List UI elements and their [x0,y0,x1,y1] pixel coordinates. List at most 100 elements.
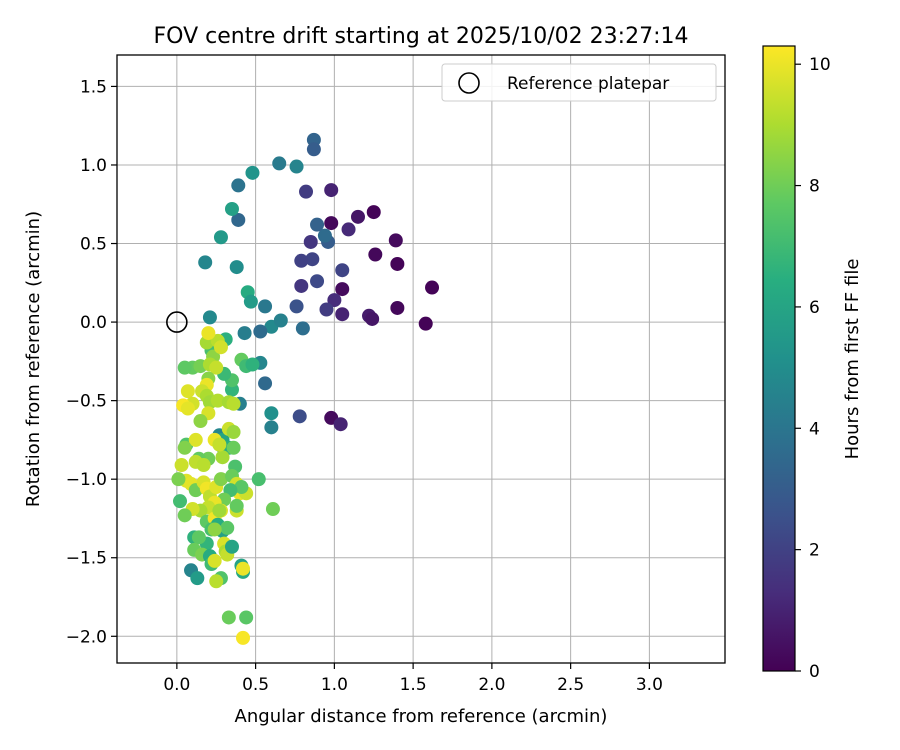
scatter-point [231,212,246,227]
scatter-point [243,294,258,309]
scatter-point [317,228,332,243]
scatter-point [220,520,235,535]
scatter-point [294,278,309,293]
colorbar-tick-label: 10 [809,55,831,75]
scatter-point [335,307,350,322]
scatter-point [258,376,273,391]
colorbar-tick-label: 0 [809,662,820,682]
scatter-point [213,230,228,245]
scatter-point [289,159,304,174]
scatter-point [239,610,254,625]
scatter-point [231,178,246,193]
scatter-points [171,132,440,645]
scatter-point [190,571,205,586]
x-tick-label: 3.0 [636,675,663,695]
x-tick-label: 0.0 [163,675,190,695]
y-axis-ticks: 1.5 1.0 0.5 0.0 −0.5 −1.0 −1.5 −2.0 [66,77,117,647]
scatter-point [229,260,244,275]
scatter-point [365,311,380,326]
x-tick-label: 1.5 [400,675,427,695]
colorbar-tick-label: 8 [809,177,820,197]
scatter-point [226,440,241,455]
scatter-point [196,458,211,473]
scatter-point [226,425,241,440]
scatter-point [207,522,222,537]
scatter-point [213,340,228,355]
scatter-point [171,472,186,487]
scatter-point [201,326,216,341]
scatter-point [215,450,230,465]
y-axis-label: Rotation from reference (arcmin) [23,211,44,507]
y-tick-label: −1.0 [66,470,107,490]
scatter-point [180,401,195,416]
scatter-point [236,630,251,645]
scatter-point [295,321,310,336]
scatter-point [335,263,350,278]
x-tick-label: 0.5 [242,675,269,695]
scatter-point [210,393,225,408]
y-tick-label: −2.0 [66,627,107,647]
y-tick-label: −0.5 [66,392,107,412]
colorbar-label: Hours from first FF file [842,259,863,460]
y-tick-label: 1.5 [80,77,107,97]
legend: Reference platepar [441,63,717,102]
scatter-point [303,234,318,249]
scatter-point [177,360,192,375]
scatter-point [253,324,268,339]
x-tick-label: 2.5 [557,675,584,695]
scatter-point [273,313,288,328]
scatter-point [234,480,249,495]
plot-frame [116,54,726,664]
colorbar-ticks: 0 2 4 6 8 10 [795,55,831,682]
scatter-point [191,530,206,545]
scatter-point [294,253,309,268]
scatter-point [224,201,239,216]
scatter-point [236,561,251,576]
scatter-point [299,184,314,199]
scatter-point [245,357,260,372]
scatter-point [237,326,252,341]
scatter-point [213,472,228,487]
colorbar-tick-label: 6 [809,298,820,318]
legend-box [441,63,717,102]
y-tick-label: 1.0 [80,156,107,176]
scatter-point [251,472,266,487]
scatter-point [333,417,348,432]
scatter-point [341,222,356,237]
y-tick-label: −1.5 [66,549,107,569]
scatter-point [335,282,350,297]
scatter-point [221,610,236,625]
scatter-point [265,502,280,517]
scatter-point [224,539,239,554]
scatter-point [229,498,244,513]
legend-entry-reference: Reference platepar [507,74,669,94]
scatter-point [173,494,188,509]
colorbar-tick-label: 2 [809,541,820,561]
x-axis-label: Angular distance from reference (arcmin) [235,706,608,727]
scatter-point [305,252,320,267]
scatter-point [390,300,405,315]
scatter-point [324,216,339,231]
scatter-point [258,299,273,314]
y-tick-label: 0.0 [80,313,107,333]
scatter-point [212,503,227,518]
x-tick-label: 2.0 [478,675,505,695]
colorbar: 0 2 4 6 8 10 Hours from first FF file [762,45,863,682]
scatter-point [319,302,334,317]
reference-platepar-marker [166,311,188,333]
scatter-point [425,280,440,295]
scatter-point [209,574,224,589]
scatter-point [245,165,260,180]
scatter-point [310,274,325,289]
scatter-point [212,437,227,452]
scatter-point [388,233,403,248]
scatter-point [306,142,321,157]
colorbar-gradient [762,45,796,672]
chart-title: FOV centre drift starting at 2025/10/02 … [154,24,689,49]
scatter-point [264,420,279,435]
scatter-point [209,360,224,375]
scatter-point [418,316,433,331]
scatter-point [272,156,287,171]
scatter-point [174,458,189,473]
scatter-point [350,209,365,224]
